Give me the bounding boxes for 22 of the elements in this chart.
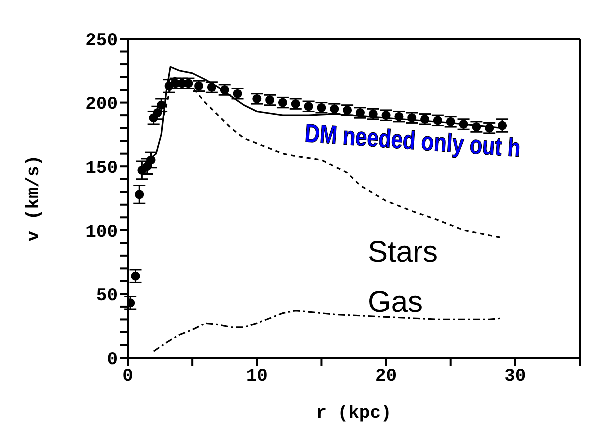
point: [135, 190, 144, 200]
y-tick-label: 50: [96, 286, 118, 307]
point: [153, 108, 162, 118]
y-tick-label: 200: [86, 95, 118, 116]
point: [142, 162, 152, 172]
y-tick-label: 150: [86, 158, 118, 179]
y-tick-label: 100: [86, 222, 118, 243]
point: [498, 121, 508, 130]
x-tick-label: 0: [122, 366, 134, 387]
x-axis-title: r (kpc): [316, 404, 392, 424]
annotation: DM needed only out h: [304, 118, 522, 164]
x-tick-label: 10: [246, 366, 268, 387]
x-tick-label: 20: [375, 366, 398, 387]
x-tick-label: 30: [504, 366, 526, 387]
point: [131, 272, 140, 281]
annotation: Stars: [368, 236, 438, 269]
y-axis-title: v (km/s): [24, 155, 44, 242]
y-tick-label: 0: [107, 350, 118, 370]
point: [146, 156, 156, 165]
y-tick-label: 250: [86, 31, 118, 52]
annotation: Gas: [368, 286, 424, 319]
point: [233, 89, 242, 98]
